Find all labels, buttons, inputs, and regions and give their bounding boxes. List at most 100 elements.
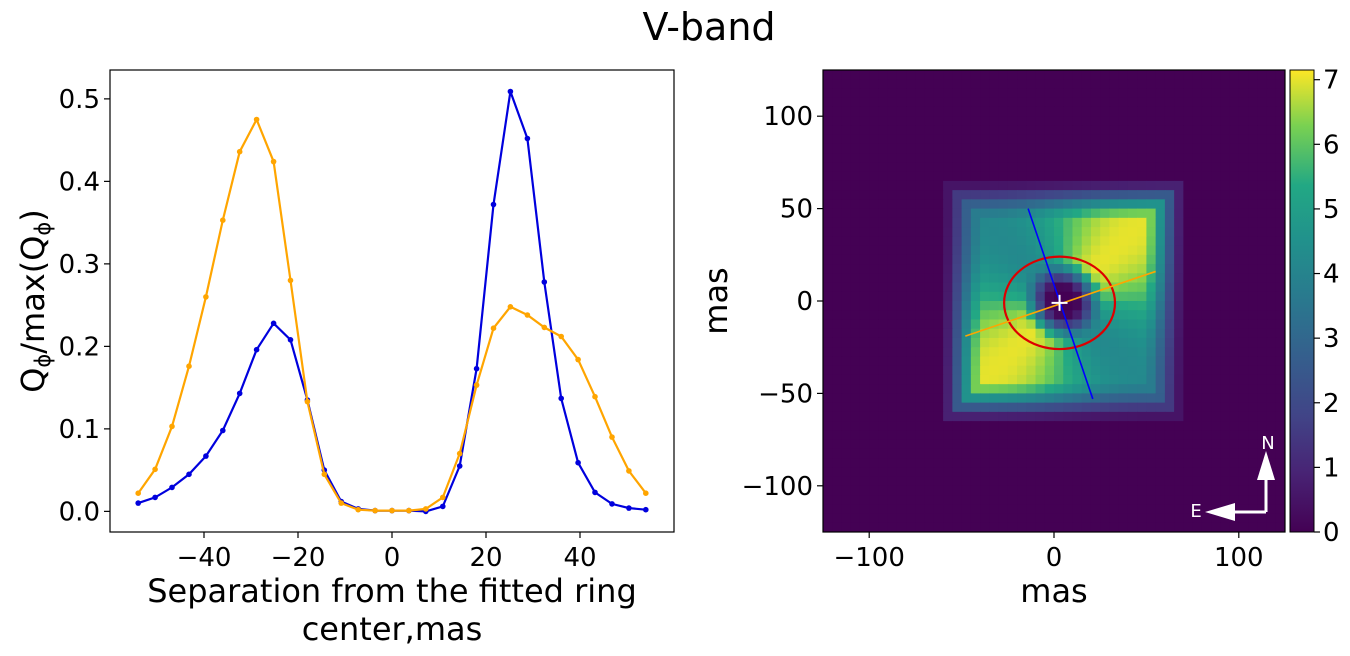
heatmap-cell [1081,162,1092,173]
heatmap-cell [1257,347,1268,358]
heatmap-cell [989,264,1000,274]
heatmap-cell [1201,402,1212,413]
heatmap-cell [952,254,963,265]
heatmap-cell [1044,328,1055,339]
heatmap-cell [952,70,963,80]
heatmap-cell [823,504,833,515]
colorbar-tick-label: 2 [1323,389,1340,419]
heatmap-cell [1090,301,1101,311]
heatmap-cell [1146,199,1157,210]
heatmap-cell [1007,254,1018,265]
heatmap-cell [1044,393,1055,404]
heatmap-cell [1026,347,1037,358]
heatmap-cell [878,88,889,99]
heatmap-cell [1127,439,1138,450]
heatmap-cell [1183,180,1194,191]
heatmap-cell [1026,374,1037,385]
heatmap-cell [961,448,972,459]
heatmap-cell [1266,485,1277,496]
heatmap-cell [1137,97,1147,108]
heatmap-cell [878,365,889,376]
heatmap-cell [832,411,843,422]
heatmap-cell [1063,384,1074,394]
heatmap-cell [1220,347,1231,358]
heatmap-cell [1072,245,1083,256]
heatmap-cell [933,180,944,191]
heatmap-cell [1063,430,1074,441]
heatmap-cell [841,190,852,200]
heatmap-cell [1072,337,1083,348]
heatmap-cell [1174,495,1184,505]
heatmap-cell [859,393,870,404]
heatmap-cell [1090,374,1101,385]
heatmap-cell [961,273,972,284]
heatmap-cell [1192,199,1203,210]
heatmap-cell [1220,495,1231,505]
heatmap-cell [1090,495,1101,505]
heatmap-cell [850,513,861,524]
heatmap-cell [1127,384,1138,394]
heatmap-cell [823,458,833,468]
heatmap-cell [1238,208,1249,219]
heatmap-cell [1257,430,1268,441]
heatmap-cell [1192,513,1203,524]
heatmap-cell [878,476,889,487]
heatmap-cell [906,439,916,450]
heatmap-cell [1164,485,1175,496]
heatmap-cell [869,467,880,478]
heatmap-cell [1174,365,1184,376]
heatmap-cell [1127,485,1138,496]
heatmap-cell [1063,467,1074,478]
heatmap-cell [1026,273,1037,284]
heatmap-cell [1201,310,1212,321]
heatmap-cell [1220,328,1231,339]
series-1-point [592,489,598,496]
heatmap-cell [1248,190,1258,200]
heatmap-cell [961,70,972,80]
heatmap-cell [1072,328,1083,339]
heatmap-cell [1174,153,1184,163]
heatmap-cell [850,374,861,385]
heatmap-cell [1137,190,1147,200]
heatmap-cell [1257,448,1268,459]
heatmap-cell [998,245,1009,256]
heatmap-cell [887,384,898,394]
heatmap-cell [961,421,972,431]
heatmap-cell [961,79,972,90]
heatmap-cell [878,485,889,496]
heatmap-cell [1044,476,1055,487]
heatmap-cell [841,458,852,468]
heatmap-cell [823,88,833,99]
heatmap-cell [1054,162,1064,173]
heatmap-cell [1054,402,1064,413]
heatmap-cell [859,245,870,256]
heatmap-cell [1238,310,1249,321]
heatmap-cell [1257,291,1268,302]
heatmap-cell [952,190,963,200]
heatmap-cell [1164,374,1175,385]
heatmap-cell [1192,236,1203,247]
heatmap-cell [869,301,880,311]
heatmap-cell [1081,143,1092,154]
heatmap-cell [1192,402,1203,413]
series-1-point [152,494,158,501]
heatmap-cell [906,504,916,515]
heatmap-cell [1164,393,1175,404]
heatmap-cell [1054,337,1064,348]
heatmap-cell [1155,106,1166,117]
heatmap-cell [1109,190,1120,200]
heatmap-cell [989,162,1000,173]
heatmap-cell [1063,227,1074,237]
heatmap-cell [850,79,861,90]
heatmap-cell [998,347,1009,358]
heatmap-cell [1072,153,1083,163]
heatmap-cell [1183,301,1194,311]
heatmap-cell [1211,227,1221,237]
heatmap-cell [1164,245,1175,256]
heatmap-x-tick-label: −100 [833,543,904,573]
heatmap-cell [1109,421,1120,431]
heatmap-cell [1201,180,1212,191]
heatmap-cell [1201,439,1212,450]
series-1-point [456,463,463,469]
heatmap-cell [859,116,870,127]
